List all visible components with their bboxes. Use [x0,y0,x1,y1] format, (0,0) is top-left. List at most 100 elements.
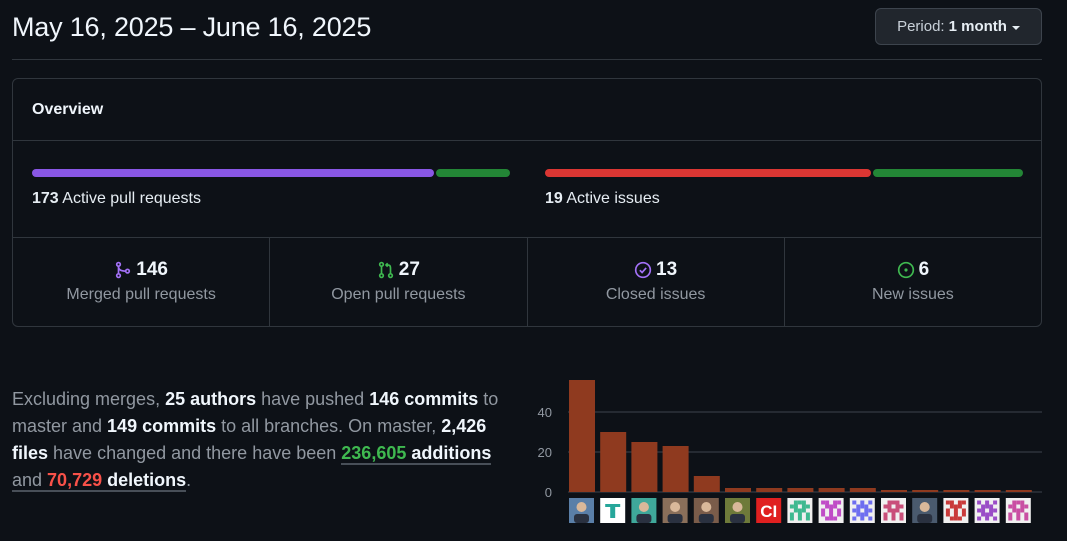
closed-issues-label: Closed issues [605,286,706,303]
identicon-cell [793,508,798,513]
identicon-cell [1016,516,1021,521]
active-issues-label[interactable]: 19 Active issues [545,190,660,208]
period-value: 1 month [948,18,1007,35]
open-pr-value: 27 [398,259,420,280]
period-dropdown-button[interactable]: Period: 1 month [875,8,1042,45]
period-label: Period: [897,18,945,35]
new-issues-stat[interactable]: 6 New issues [785,238,1041,326]
contributors-bar-chart: 0 20 40 CI [538,380,1042,523]
chart-bar [725,488,751,492]
deletions-link[interactable]: 70,729 deletions [47,470,187,492]
issue-opened-icon [897,261,914,279]
avatar-ci [756,498,782,523]
date-range-title: May 16, 2025 – June 16, 2025 [12,12,372,42]
identicon-cell [895,500,900,505]
avatar-body [636,514,652,523]
identicon-cell [829,512,834,517]
y-tick-label: 40 [538,405,552,420]
pull-requests-progress-bar[interactable] [32,169,510,177]
identicon-cell [860,500,865,505]
identicon-cell [868,516,873,521]
identicon-cell [801,504,806,509]
chart-bar [943,490,970,492]
chart-bar [600,432,627,492]
master-commits-count: 146 commits [369,389,479,409]
open-pull-requests-stat[interactable]: 27 Open pull requests [270,238,528,326]
merged-pr-value: 146 [136,259,168,280]
closed-issues-stat[interactable]: 13 Closed issues [528,238,785,326]
avatar-body [730,514,745,523]
avatar-head [701,502,712,512]
identicon-cell [883,512,888,517]
chart-bar [1005,490,1032,492]
identicon-cell [860,512,865,517]
identicon-cell [821,508,826,513]
identicon-cell [852,516,857,521]
identicon-cell [945,500,950,505]
identicon-cell [797,516,802,521]
identicon-cell [891,500,896,505]
additions-word: additions [406,443,492,463]
summary-text: to master and [12,389,499,436]
avatar-body [667,514,683,523]
identicon-cell [1008,512,1013,517]
identicon-cell [789,512,794,517]
chart-bar [756,488,783,492]
identicon-cell [985,500,990,505]
authors-count: 25 authors [165,389,257,409]
identicon-cell [891,516,896,521]
identicon-cell [837,512,842,517]
summary-text: . [186,470,192,490]
active-pull-requests-label[interactable]: 173 Active pull requests [32,190,201,208]
overview-progress-section: 173 Active pull requests 19 Active issue… [13,141,1041,238]
identicon-cell [1016,508,1021,513]
chart-bar [662,446,689,492]
identicon-cell [949,500,954,505]
active-pr-count: 173 [32,190,59,207]
identicon-cell [793,504,798,509]
identicon-cell [852,500,857,505]
chart-bar [787,488,814,492]
identicon-cell [833,500,838,505]
identicon-cell [852,508,857,513]
chart-bar [974,490,1001,492]
identicon-cell [864,504,869,509]
identicon-cell [1024,516,1029,521]
merged-pr-label: Merged pull requests [66,286,216,303]
overview-stats: 146 Merged pull requests 27 Open pull re… [13,238,1041,326]
identicon-cell [829,504,834,509]
chart-bar [849,488,876,492]
identicon-cell [993,508,998,513]
identicon-cell [825,500,830,505]
identicon-cell [801,508,806,513]
active-issues-count: 19 [545,190,563,207]
identicon-cell [895,504,900,509]
avatar-head [919,502,930,512]
issues-progress-bar[interactable] [545,169,1023,177]
identicon-cell [825,516,830,521]
avatar-head [670,502,681,512]
overview-panel: Overview 173 Active pull requests 19 Act… [12,78,1042,327]
identicon-cell [985,512,990,517]
identicon-cell [868,500,873,505]
chart-bar [912,490,939,492]
identicon-cell [1020,504,1025,509]
chart-bar [631,442,658,492]
identicon-cell [864,508,869,513]
new-issues-value: 6 [918,259,930,280]
identicon-cell [895,508,900,513]
closed-issues-segment [545,169,871,177]
avatar-body [917,514,933,523]
identicon-cell [797,508,802,513]
git-pull-request-icon [378,261,393,279]
active-issues-text: Active issues [566,190,660,207]
avatar-body [698,514,714,523]
identicon-cell [989,512,994,517]
additions-link[interactable]: 236,605 additions [341,443,492,465]
caret-down-icon [1011,25,1020,30]
merged-pull-requests-stat[interactable]: 146 Merged pull requests [13,238,271,326]
identicon-cell [883,504,888,509]
avatar-body [574,514,589,523]
additions-count: 236,605 [341,443,407,463]
identicon-cell [856,508,861,513]
